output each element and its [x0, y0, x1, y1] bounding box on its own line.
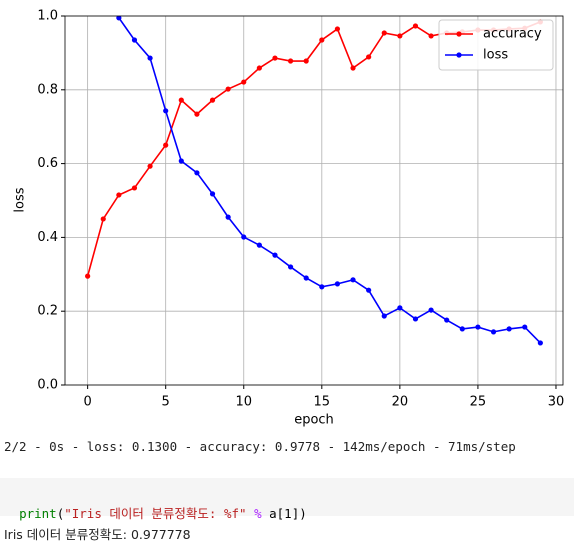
- code-token: "Iris 데이터 분류정확도: %f": [64, 506, 247, 521]
- result-text: Iris 데이터 분류정확도: 0.977778: [4, 527, 191, 542]
- point: [287, 58, 294, 64]
- point: [241, 79, 247, 85]
- point: [350, 65, 356, 71]
- point: [319, 37, 325, 43]
- point: [194, 111, 200, 117]
- point: [131, 185, 138, 191]
- point: [366, 287, 372, 293]
- point: [397, 33, 403, 39]
- point: [350, 277, 356, 283]
- x-tick-label: 15: [314, 395, 331, 410]
- point: [85, 273, 91, 279]
- plot-frame: [64, 15, 564, 386]
- x-axis-label: epoch: [294, 413, 334, 428]
- point: [397, 305, 403, 311]
- series-line: [118, 17, 541, 344]
- point: [209, 191, 216, 197]
- legend-marker: [456, 31, 462, 37]
- point: [256, 242, 262, 248]
- point: [381, 30, 387, 36]
- point: [412, 316, 419, 322]
- point: [131, 37, 138, 43]
- point: [319, 284, 325, 290]
- y-tick-label: 0.4: [37, 230, 58, 245]
- code-token: ): [299, 506, 307, 521]
- x-tick-label: 20: [392, 395, 409, 410]
- y-tick-label: 0.0: [37, 378, 58, 393]
- point: [303, 58, 309, 64]
- x-tick-label: 0: [83, 395, 91, 410]
- y-tick-label: 0.6: [37, 156, 58, 171]
- point: [225, 86, 231, 92]
- point: [428, 33, 434, 39]
- y-tick-label: 0.8: [37, 82, 58, 97]
- point: [381, 313, 387, 319]
- point: [475, 324, 481, 330]
- point: [428, 307, 434, 313]
- x-tick-label: 5: [162, 395, 170, 410]
- code-token: print: [19, 506, 57, 521]
- chart: epoch loss 0 5 10 15 20 25 30 0.0 0.2 0.4 0.6 0.8 1.…: [13, 9, 565, 428]
- point: [209, 97, 216, 103]
- point: [490, 329, 497, 335]
- point: [287, 264, 294, 270]
- legend-label: loss: [483, 48, 508, 63]
- point: [163, 142, 169, 148]
- point: [256, 65, 262, 71]
- point: [537, 340, 543, 346]
- point: [334, 26, 341, 32]
- point: [194, 170, 200, 176]
- point: [225, 214, 231, 220]
- point: [178, 97, 184, 103]
- point: [459, 326, 465, 332]
- output-text: 2/2 - 0s - loss: 0.1300 - accuracy: 0.97…: [4, 439, 516, 454]
- point: [444, 317, 450, 323]
- x-tick-label: 30: [548, 395, 565, 410]
- x-tick-label: 10: [235, 395, 252, 410]
- point: [100, 216, 106, 222]
- point: [303, 275, 309, 281]
- point: [272, 55, 278, 61]
- code-token: (: [56, 506, 65, 521]
- point: [522, 324, 528, 330]
- legend-label: accuracy: [483, 27, 542, 42]
- point: [147, 55, 153, 61]
- point: [272, 252, 278, 258]
- y-tick-label: 1.0: [37, 9, 58, 24]
- x-tick-label: 25: [470, 395, 487, 410]
- point: [366, 54, 372, 60]
- point: [334, 281, 341, 287]
- point: [163, 108, 169, 114]
- point: [178, 158, 184, 164]
- point: [241, 234, 247, 240]
- legend-box: [438, 19, 554, 71]
- point: [116, 192, 122, 198]
- point: [412, 23, 419, 29]
- legend-marker: [456, 52, 462, 58]
- point: [116, 16, 122, 21]
- point: [147, 163, 153, 169]
- code-token: a[1]: [269, 506, 300, 521]
- code-token: %: [246, 506, 270, 521]
- y-axis-label: loss: [13, 187, 28, 212]
- code-cell: print("Iris 데이터 분류정확도: %f" % a[1]): [0, 478, 574, 521]
- y-tick-label: 0.2: [37, 304, 58, 319]
- point: [506, 326, 512, 332]
